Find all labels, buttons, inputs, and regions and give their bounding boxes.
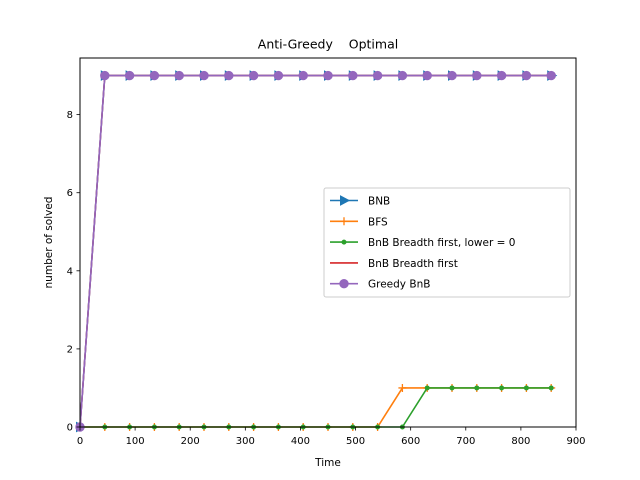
y-axis: 0 2 4 6 8 <box>67 110 80 434</box>
data-point <box>348 70 358 81</box>
legend-entry: BnB Breadth first <box>330 258 458 270</box>
data-point <box>174 70 184 81</box>
legend-entry: Greedy BnB <box>330 279 430 291</box>
data-point <box>248 70 259 81</box>
data-point <box>424 385 430 391</box>
legend-marker <box>341 239 347 245</box>
data-point <box>521 70 532 81</box>
data-point <box>422 70 432 81</box>
data-point <box>546 70 556 81</box>
x-axis: 0 100 200 300 400 500 600 700 800 900 <box>77 427 586 447</box>
x-tick-label: 300 <box>236 436 255 447</box>
series-4 <box>75 70 556 432</box>
x-tick-label: 500 <box>346 436 365 447</box>
x-tick-label: 900 <box>566 436 585 447</box>
x-tick-label: 700 <box>456 436 475 447</box>
plot-frame <box>79 57 577 428</box>
x-tick-label: 400 <box>291 436 310 447</box>
x-tick-label: 200 <box>181 436 200 447</box>
data-point <box>100 70 110 81</box>
data-point <box>499 385 505 391</box>
legend-marker <box>340 217 348 226</box>
data-point <box>224 70 234 81</box>
legend: BNB BFS BnB Breadth first, lower = 0 BnB Br… <box>323 187 571 298</box>
data-point <box>449 385 455 391</box>
y-tick-label: 0 <box>67 423 73 434</box>
x-tick-label: 100 <box>126 436 145 447</box>
y-tick-label: 2 <box>67 344 73 355</box>
data-point <box>323 70 333 81</box>
legend-marker <box>339 279 349 289</box>
legend-label: BFS <box>368 216 388 228</box>
x-tick-label: 800 <box>511 436 530 447</box>
data-point <box>397 70 408 81</box>
data-point <box>298 70 308 81</box>
data-point <box>398 383 407 392</box>
y-tick-label: 4 <box>67 266 73 277</box>
x-tick-label: 600 <box>401 436 420 447</box>
x-axis-label: Time <box>314 457 341 469</box>
legend-entry: BnB Breadth first, lower = 0 <box>330 237 515 249</box>
data-point <box>273 70 284 81</box>
data-point <box>496 70 507 81</box>
series-layer <box>75 70 558 433</box>
legend-entry: BFS <box>330 216 388 228</box>
y-tick-label: 8 <box>67 110 73 121</box>
y-tick-label: 6 <box>67 188 73 199</box>
data-point <box>523 385 529 391</box>
data-point <box>124 70 135 81</box>
data-point <box>472 70 482 81</box>
data-point <box>199 70 209 81</box>
legend-label: Greedy BnB <box>368 279 430 291</box>
legend-label: BnB Breadth first, lower = 0 <box>368 237 515 249</box>
data-point <box>447 70 457 81</box>
data-point <box>372 70 383 81</box>
legend-box <box>323 187 571 298</box>
legend-entry: BNB <box>330 195 390 208</box>
x-tick-label: 0 <box>77 436 83 447</box>
legend-label: BNB <box>368 196 390 208</box>
data-point <box>548 385 554 391</box>
data-point <box>474 385 480 391</box>
legend-marker <box>340 195 351 206</box>
data-point <box>149 70 160 81</box>
chart-title: Anti-Greedy Optimal <box>258 37 398 52</box>
y-axis-label: number of solved <box>43 197 55 289</box>
legend-label: BnB Breadth first <box>368 258 458 270</box>
